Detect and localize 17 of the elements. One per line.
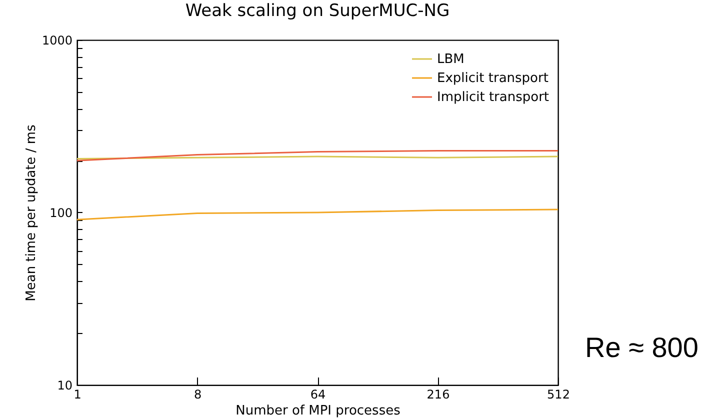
x-tick-label: 216 xyxy=(426,388,450,402)
legend-label: LBM xyxy=(437,52,464,67)
x-tick-label: 64 xyxy=(310,388,326,402)
x-tick-label: 512 xyxy=(547,388,570,402)
line-series xyxy=(76,208,559,220)
x-axis-title: Number of MPI processes xyxy=(236,404,401,418)
text: Re ≈ 800 xyxy=(585,332,698,364)
x-tick-label: 1 xyxy=(74,388,82,402)
legend-label: Implicit transport xyxy=(437,90,550,105)
y-tick-label: 100 xyxy=(50,206,72,220)
y-tick-label: 10 xyxy=(57,378,72,392)
chart-title: Weak scaling on SuperMUC-NG xyxy=(185,1,450,21)
line-series xyxy=(76,150,559,162)
legend-label: Explicit transport xyxy=(437,71,548,86)
y-tick-label: 1000 xyxy=(42,34,72,48)
y-axis-title: Mean time per update / ms xyxy=(24,124,39,302)
x-tick-label: 8 xyxy=(194,388,202,402)
